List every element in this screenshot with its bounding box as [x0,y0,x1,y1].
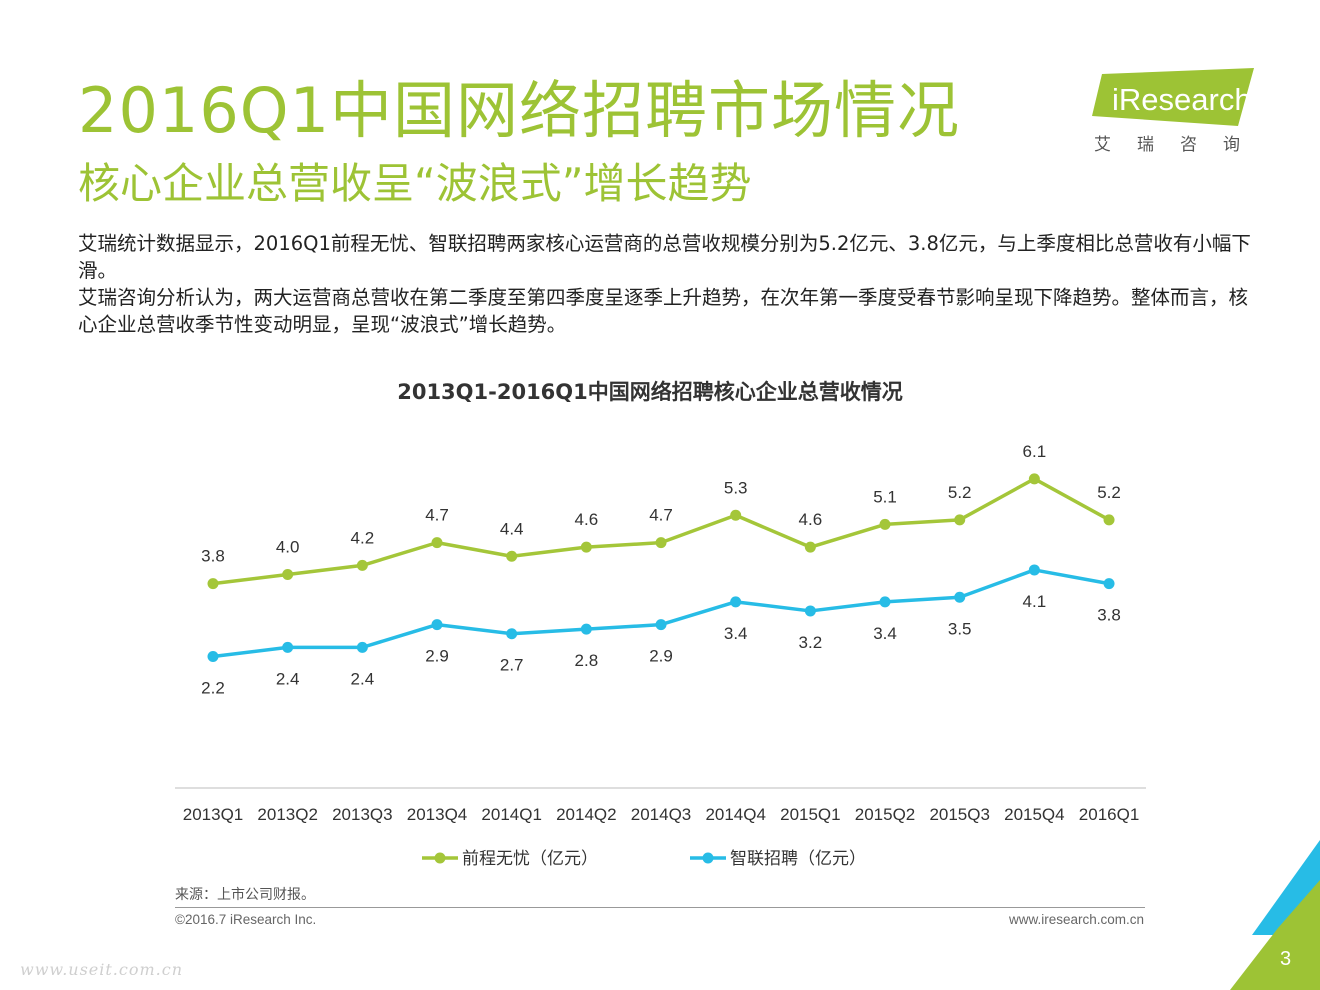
logo-brand: iResearch [1112,82,1252,117]
data-point-2 [1103,578,1115,590]
x-tick-label: 2013Q3 [332,805,393,824]
data-label-1: 6.1 [1023,442,1047,461]
data-point-2 [730,596,742,608]
data-label-2: 2.7 [500,656,524,675]
x-tick-label: 2013Q1 [183,805,244,824]
x-tick-label: 2016Q1 [1079,805,1140,824]
data-label-1: 4.6 [575,510,599,529]
x-tick-label: 2013Q2 [257,805,318,824]
x-tick-label: 2015Q2 [855,805,916,824]
data-point-2 [655,619,667,631]
x-tick-label: 2014Q3 [631,805,692,824]
data-label-2: 2.9 [425,647,449,666]
summary-paragraph-1: 艾瑞统计数据显示，2016Q1前程无忧、智联招聘两家核心运营商的总营收规模分别为… [78,232,1251,282]
page-number: 3 [1280,948,1292,970]
data-point-1 [207,578,219,590]
x-tick-label: 2015Q4 [1004,805,1065,824]
legend-label-1: 前程无忧（亿元） [462,849,598,869]
page-title: 2016Q1中国网络招聘市场情况 [78,74,961,147]
data-point-1 [1103,514,1115,526]
data-label-2: 3.2 [799,633,823,652]
data-label-1: 5.2 [1097,483,1121,502]
data-point-2 [580,623,592,635]
revenue-line-chart: 2013Q1 2013Q2 2013Q3 2013Q4 2014Q1 2014Q2 2014… [175,442,1146,869]
logo-banner-icon [1092,68,1254,126]
footer-divider [175,907,1145,908]
data-label-1: 4.7 [425,506,449,525]
data-point-1 [954,514,966,526]
data-point-1 [655,537,667,549]
data-label-1: 4.0 [276,538,300,557]
data-label-2: 3.4 [873,624,897,643]
series-line-1 [212,477,1110,586]
data-point-1 [730,509,742,521]
data-label-2: 3.4 [724,624,748,643]
data-label-2: 3.8 [1097,606,1121,625]
data-point-2 [1028,564,1040,576]
data-point-1 [1028,473,1040,485]
data-point-2 [506,628,518,640]
x-tick-label: 2014Q2 [556,805,617,824]
data-label-1: 4.6 [799,510,823,529]
data-label-1: 4.2 [351,528,375,547]
data-label-2: 3.5 [948,619,972,638]
data-point-2 [431,619,443,631]
legend-marker-2 [702,852,714,864]
data-label-2: 4.1 [1023,592,1047,611]
data-label-2: 2.4 [276,669,300,688]
data-point-1 [356,559,368,571]
iresearch-logo: iResearch 艾瑞咨询 [1088,68,1258,158]
x-tick-label: 2015Q3 [929,805,990,824]
data-label-1: 5.3 [724,478,748,497]
data-point-1 [804,541,816,553]
data-point-2 [207,650,219,662]
data-label-1: 4.7 [649,506,673,525]
summary-paragraph-2: 艾瑞咨询分析认为，两大运营商总营收在第二季度至第四季度呈逐季上升趋势，在次年第一… [78,286,1249,336]
copyright: ©2016.7 iResearch Inc. [175,912,317,927]
watermark: www.useit.com.cn [20,960,184,979]
data-label-1: 5.1 [873,487,897,506]
summary-text: 艾瑞统计数据显示，2016Q1前程无忧、智联招聘两家核心运营商的总营收规模分别为… [78,230,1258,338]
corner-decoration-icon [1230,840,1320,990]
data-point-1 [282,569,294,580]
data-point-2 [879,596,891,608]
data-label-1: 4.4 [500,519,524,538]
legend-label-2: 智联招聘（亿元） [730,849,866,869]
page-subtitle: 核心企业总营收呈“波浪式”增长趋势 [78,159,752,208]
x-tick-label: 2014Q4 [705,805,766,824]
data-label-2: 2.4 [351,669,375,688]
x-tick-label: 2015Q1 [780,805,841,824]
data-label-1: 5.2 [948,483,972,502]
series-line-2 [212,568,1110,659]
logo-subtext: 艾瑞咨询 [1094,135,1266,155]
data-point-2 [804,605,816,617]
source-note: 来源：上市公司财报。 [175,887,315,903]
data-label-2: 2.2 [201,678,225,697]
data-point-1 [431,537,443,549]
data-point-2 [954,591,966,603]
chart-title: 2013Q1-2016Q1中国网络招聘核心企业总营收情况 [397,380,903,404]
data-point-1 [580,541,592,553]
x-tick-label: 2014Q1 [481,805,542,824]
data-point-1 [506,550,518,562]
data-point-2 [282,641,294,653]
data-label-2: 2.8 [575,651,599,670]
legend-marker-1 [434,852,446,864]
data-point-2 [356,641,368,653]
data-label-2: 2.9 [649,647,673,666]
website-link[interactable]: www.iresearch.com.cn [1008,912,1144,927]
data-point-1 [879,518,891,530]
data-label-1: 3.8 [201,547,225,566]
x-tick-label: 2013Q4 [407,805,468,824]
